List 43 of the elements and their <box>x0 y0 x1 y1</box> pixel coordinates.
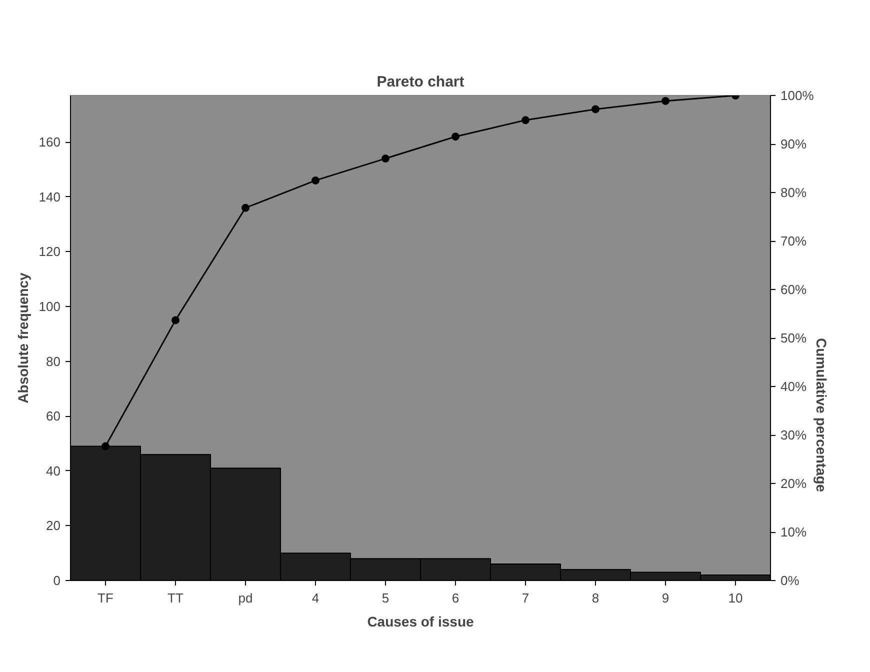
y2-tick-label: 40% <box>780 379 807 394</box>
chart-title: Pareto chart <box>376 74 464 90</box>
y2-tick-label: 10% <box>780 524 807 540</box>
x-tick-label: 5 <box>382 590 390 606</box>
y-tick-label: 160 <box>38 134 61 150</box>
y2-tick-label: 80% <box>780 185 807 200</box>
x-tick-label: 9 <box>662 590 670 606</box>
x-tick-label: 7 <box>522 590 530 606</box>
point <box>522 116 530 124</box>
point <box>102 442 110 450</box>
y2-axis-title: Cumulative percentage <box>814 338 830 492</box>
y-axis-title: Absolute frequency <box>14 272 31 404</box>
y-tick-label: 100 <box>38 298 61 314</box>
y-tick-label: 140 <box>38 189 61 204</box>
x-tick-label: 6 <box>452 590 460 606</box>
y-tick-label: 60 <box>46 408 61 424</box>
y2-tick-label: 50% <box>780 330 807 346</box>
y2-tick-label: 30% <box>780 428 807 442</box>
x-tick-label: 8 <box>592 590 600 606</box>
point <box>592 105 600 114</box>
x-tick-label: 10 <box>728 590 743 606</box>
y-tick-label: 40 <box>46 463 61 478</box>
y2-tick-label: 90% <box>780 136 807 152</box>
y2-tick-label: 60% <box>780 282 807 297</box>
point <box>452 132 460 141</box>
y2-tick-label: 20% <box>780 476 807 491</box>
y-tick-label: 20 <box>46 518 61 534</box>
y2-tick-label: 0% <box>780 573 800 588</box>
x-tick-label: TT <box>168 590 184 606</box>
point <box>312 176 320 184</box>
y-tick-label: 0 <box>53 573 61 588</box>
point <box>172 316 180 324</box>
point <box>382 154 390 163</box>
point <box>242 204 250 212</box>
x-tick-label: pd <box>238 590 253 606</box>
point <box>662 96 670 105</box>
y-tick-label: 120 <box>38 244 61 260</box>
x-tick-label: 4 <box>312 590 320 606</box>
x-tick-label: TF <box>98 590 114 606</box>
y2-tick-label: 70% <box>780 234 807 248</box>
x-axis-title: Causes of issue <box>367 614 474 630</box>
y-tick-label: 80 <box>46 354 61 369</box>
y2-tick-label: 100% <box>780 88 814 103</box>
